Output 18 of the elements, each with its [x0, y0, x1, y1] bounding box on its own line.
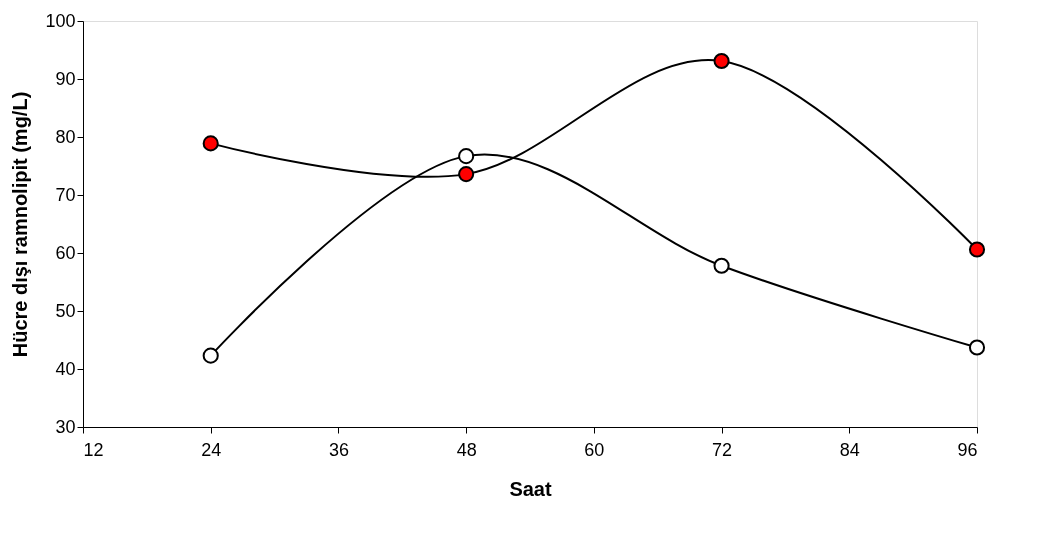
- y-tick-label: 50: [55, 300, 76, 321]
- y-tick-label: 80: [55, 126, 76, 147]
- x-tick-label: 48: [456, 439, 477, 460]
- x-tick-label: 60: [584, 439, 605, 460]
- x-tick-label: 96: [957, 439, 978, 460]
- y-tick-label: 30: [55, 416, 76, 437]
- y-tick-label: 90: [55, 68, 76, 89]
- y-tick-label: 40: [55, 358, 76, 379]
- x-tick-label: 84: [839, 439, 860, 460]
- x-tick-label: 36: [328, 439, 349, 460]
- x-axis-title: Saat: [509, 477, 552, 500]
- x-tick-label: 72: [712, 439, 733, 460]
- x-tick-label: 24: [201, 439, 222, 460]
- x-tick-label: 12: [83, 439, 104, 460]
- y-axis-title: Hücre dışı ramnolipit (mg/L): [9, 91, 32, 358]
- y-tick-label: 60: [55, 242, 76, 263]
- y-tick-label: 70: [55, 184, 76, 205]
- y-tick-label: 100: [45, 10, 76, 31]
